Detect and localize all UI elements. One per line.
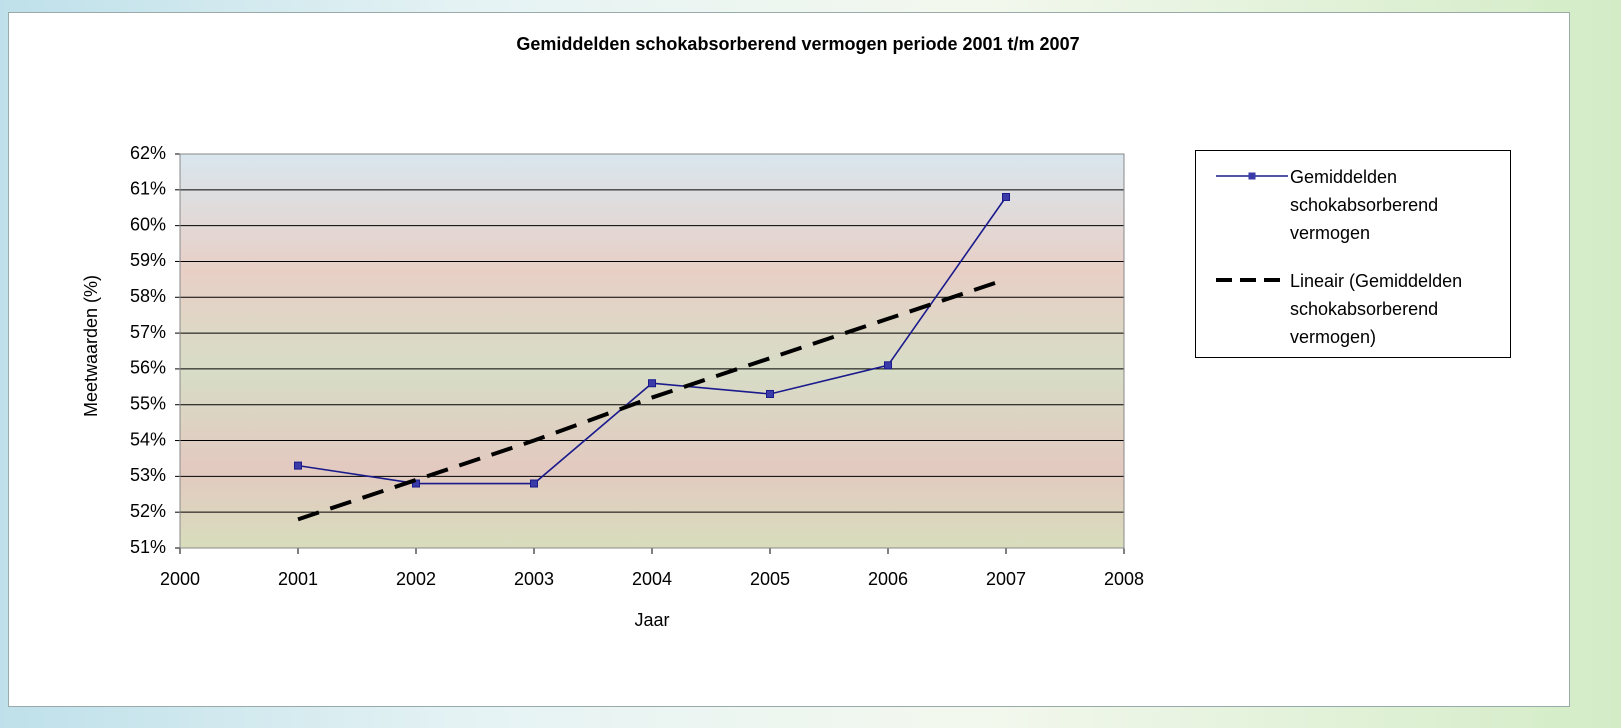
y-tick-label: 54% <box>130 429 166 449</box>
x-tick-label: 2006 <box>868 569 908 589</box>
data-point <box>649 380 656 387</box>
data-point <box>1003 193 1010 200</box>
x-tick-label: 2001 <box>278 569 318 589</box>
y-axis-label: Meetwaarden (%) <box>81 275 101 417</box>
legend-item: Gemiddelden schokabsorberend vermogen <box>1214 163 1504 247</box>
y-tick-label: 60% <box>130 214 166 234</box>
x-tick-label: 2004 <box>632 569 672 589</box>
legend-label: Gemiddelden schokabsorberend vermogen <box>1290 163 1490 247</box>
data-point <box>295 462 302 469</box>
y-tick-label: 56% <box>130 358 166 378</box>
legend-item: Lineair (Gemiddelden schokabsorberend ve… <box>1214 267 1504 351</box>
legend-label: Lineair (Gemiddelden schokabsorberend ve… <box>1290 267 1490 351</box>
y-tick-label: 57% <box>130 322 166 342</box>
legend-swatch <box>1214 163 1290 187</box>
y-tick-label: 55% <box>130 393 166 413</box>
x-tick-label: 2002 <box>396 569 436 589</box>
data-point <box>885 362 892 369</box>
x-tick-label: 2005 <box>750 569 790 589</box>
data-point <box>531 480 538 487</box>
chart: Gemiddelden schokabsorberend vermogen pe… <box>0 0 1621 728</box>
y-tick-label: 61% <box>130 179 166 199</box>
y-tick-label: 58% <box>130 286 166 306</box>
chart-title: Gemiddelden schokabsorberend vermogen pe… <box>516 34 1079 54</box>
data-point <box>767 390 774 397</box>
page: {"chart_data": {"type": "line", "title":… <box>0 0 1621 728</box>
y-tick-label: 62% <box>130 143 166 163</box>
x-axis-label: Jaar <box>634 610 669 630</box>
legend: Gemiddelden schokabsorberend vermogen Lin… <box>1195 150 1511 358</box>
legend-swatch <box>1214 267 1290 291</box>
y-tick-label: 59% <box>130 250 166 270</box>
x-tick-label: 2008 <box>1104 569 1144 589</box>
y-tick-label: 52% <box>130 501 166 521</box>
x-tick-label: 2007 <box>986 569 1026 589</box>
legend-marker <box>1249 173 1256 180</box>
x-tick-label: 2003 <box>514 569 554 589</box>
plot-area <box>180 154 1124 548</box>
x-tick-label: 2000 <box>160 569 200 589</box>
y-tick-label: 53% <box>130 465 166 485</box>
y-tick-label: 51% <box>130 537 166 557</box>
